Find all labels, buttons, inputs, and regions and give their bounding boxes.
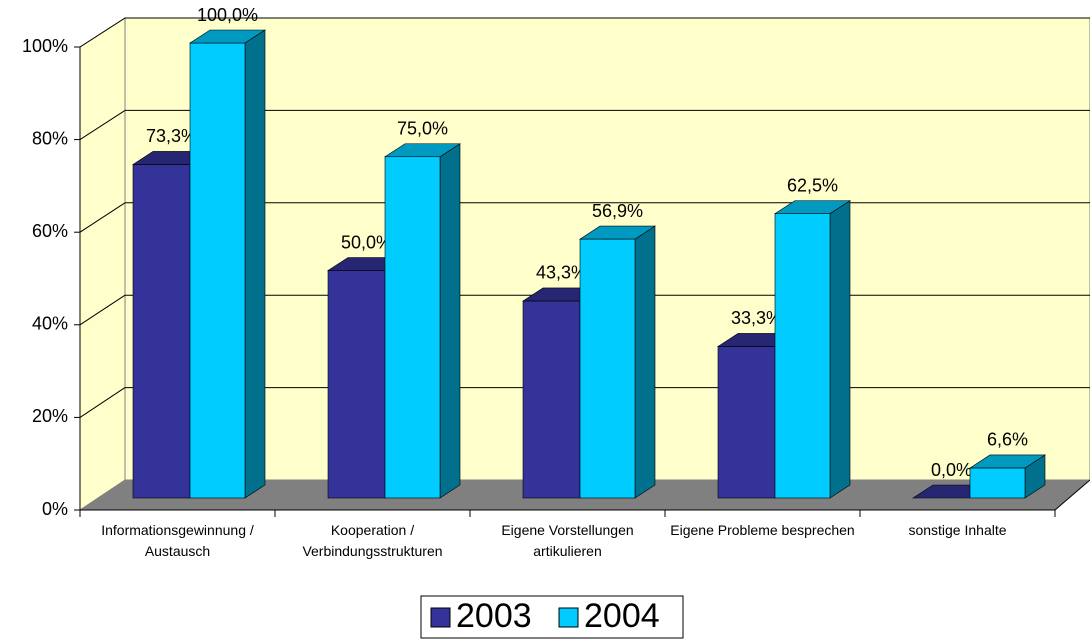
- data-label: 100,0%: [197, 5, 258, 25]
- bar-side: [634, 225, 656, 499]
- legend: [420, 595, 684, 639]
- bar: [969, 467, 1026, 499]
- legend-label: 2003: [456, 597, 532, 635]
- y-tick-label: 0%: [42, 499, 68, 519]
- data-label: 6,6%: [987, 430, 1028, 450]
- y-tick-label: 20%: [32, 406, 68, 426]
- data-label: 75,0%: [397, 119, 448, 139]
- bar: [774, 213, 831, 499]
- x-tick-label: sonstige Inhalte: [908, 522, 1007, 538]
- bar-top: [578, 225, 657, 240]
- data-label: 73,3%: [146, 126, 197, 146]
- data-label: 0,0%: [931, 460, 972, 480]
- bar-side: [439, 143, 461, 499]
- bar-top: [383, 143, 462, 158]
- x-tick-label: Informationsgewinnung / Austausch: [101, 522, 254, 559]
- grid-line: [79, 387, 126, 418]
- bar: [522, 300, 581, 499]
- legend-swatch: [430, 607, 451, 628]
- y-tick-label: 80%: [32, 128, 68, 148]
- x-tick-label: Kooperation / Verbindungsstrukturen: [302, 522, 443, 559]
- y-tick-label: 60%: [32, 221, 68, 241]
- grid-line: [79, 109, 126, 141]
- y-tick-label: 40%: [32, 314, 68, 334]
- data-label: 62,5%: [787, 175, 838, 195]
- bar: [132, 164, 191, 499]
- data-label: 43,3%: [536, 263, 587, 283]
- floor-edge: [1054, 479, 1090, 511]
- x-tick-label: Eigene Probleme besprechen: [670, 522, 855, 538]
- bar-side: [829, 200, 851, 499]
- bar: [327, 270, 386, 499]
- side-wall: [79, 17, 126, 511]
- data-label: 33,3%: [731, 308, 782, 328]
- y-tick-label: 100%: [22, 36, 68, 56]
- bar-top: [773, 200, 852, 214]
- legend-swatch: [558, 607, 579, 628]
- data-label: 50,0%: [341, 232, 392, 252]
- data-label: 56,9%: [592, 201, 643, 221]
- bar: [717, 346, 776, 499]
- bar: [189, 42, 246, 499]
- bar: [384, 156, 441, 499]
- bar-side: [244, 29, 266, 499]
- grid-line: [79, 17, 126, 48]
- bar: [579, 238, 636, 499]
- grid-line: [79, 294, 126, 326]
- legend-label: 2004: [584, 597, 660, 635]
- bar-top: [188, 29, 267, 44]
- bar-top: [968, 454, 1047, 469]
- grid-line: [79, 202, 126, 233]
- x-tick-label: Eigene Vorstellungen artikulieren: [501, 522, 634, 559]
